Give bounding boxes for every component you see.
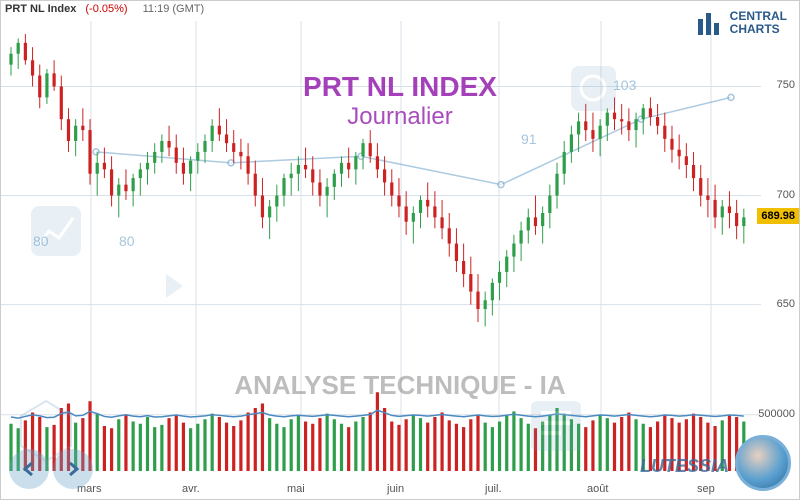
x-tick-label: mai <box>287 483 305 495</box>
brand-footer: LUTESSIA <box>640 456 729 477</box>
chart-title: PRT NL INDEX Journalier <box>303 71 497 131</box>
logo-line2: CHARTS <box>730 23 787 36</box>
title-main: PRT NL INDEX <box>303 71 497 103</box>
trend-annotation: 91 <box>521 131 537 147</box>
wm-target-icon <box>571 66 616 111</box>
trend-annotation: 103 <box>613 77 636 93</box>
y-tick-label: 700 <box>777 189 795 201</box>
ticker-time: 11:19 (GMT) <box>143 3 205 15</box>
x-tick-label: sep <box>697 483 715 495</box>
x-tick-label: juil. <box>485 483 502 495</box>
logo-bars-icon <box>696 9 724 37</box>
watermark-analysis: ANALYSE TECHNIQUE - IA <box>234 370 565 401</box>
nav-prev-button[interactable] <box>9 449 49 489</box>
chart-container: PRT NL Index (-0.05%) 11:19 (GMT) CENTRA… <box>0 0 800 500</box>
y-tick-label: 650 <box>777 298 795 310</box>
x-tick-label: avr. <box>182 483 200 495</box>
avatar-icon <box>735 435 791 491</box>
arrow-left-icon <box>19 459 39 479</box>
nav-next-button[interactable] <box>53 449 93 489</box>
brand-logo: CENTRAL CHARTS <box>696 9 787 37</box>
header-bar: PRT NL Index (-0.05%) 11:19 (GMT) <box>5 3 204 15</box>
trend-annotation: 80 <box>119 233 135 249</box>
x-tick-label: août <box>587 483 608 495</box>
arrow-right-icon <box>63 459 83 479</box>
title-sub: Journalier <box>303 103 497 131</box>
current-price-tag: 689.98 <box>757 208 799 224</box>
ticker-name: PRT NL Index <box>5 3 76 15</box>
trend-annotation: 80 <box>33 233 49 249</box>
wm-doc-icon <box>531 401 581 451</box>
x-tick-label: juin <box>387 483 404 495</box>
wm-arrow-icon <box>131 266 186 306</box>
ticker-change: (-0.05%) <box>85 3 127 15</box>
volume-tick-label: 500000 <box>758 408 795 420</box>
y-tick-label: 750 <box>777 79 795 91</box>
